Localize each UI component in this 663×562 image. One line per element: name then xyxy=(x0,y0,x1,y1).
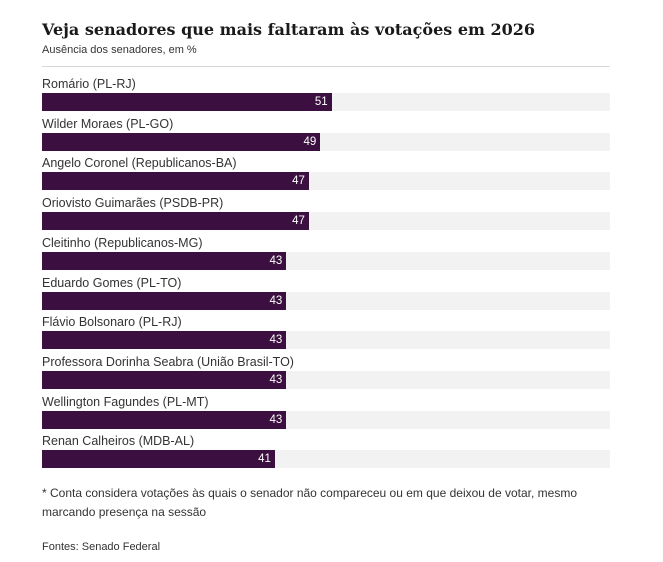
bar-value-label: 43 xyxy=(269,373,283,386)
bar: 43 xyxy=(42,291,287,310)
bar: 43 xyxy=(42,410,287,429)
bar-label: Cleitinho (Republicanos-MG) xyxy=(42,235,203,250)
bar: 43 xyxy=(42,331,287,350)
bar-row: Professora Dorinha Seabra (União Brasil-… xyxy=(42,354,610,390)
bar: 49 xyxy=(42,132,321,151)
bar-value-label: 43 xyxy=(269,294,283,307)
bar-track: 43 xyxy=(42,410,610,429)
bar-track: 43 xyxy=(42,291,610,310)
bar: 41 xyxy=(42,450,275,469)
bar-label: Wellington Fagundes (PL-MT) xyxy=(42,394,209,409)
title-divider xyxy=(42,66,610,67)
bar-label: Angelo Coronel (Republicanos-BA) xyxy=(42,156,237,171)
bar-value-label: 41 xyxy=(258,453,271,466)
bar-value-label: 43 xyxy=(269,334,283,347)
bar-label: Romário (PL-RJ) xyxy=(42,77,136,91)
bar-row: Flávio Bolsonaro (PL-RJ) 43 xyxy=(42,314,610,350)
bar-track: 47 xyxy=(42,212,610,231)
bar-label: Wilder Moraes (PL-GO) xyxy=(42,116,174,131)
bar-track: 47 xyxy=(42,172,610,191)
footnote: * Conta considera votações às quais o se… xyxy=(42,486,577,519)
bar-value-label: 51 xyxy=(314,96,328,108)
bar: 51 xyxy=(42,93,332,111)
bar-track: 41 xyxy=(42,450,610,469)
bar-label: Renan Calheiros (MDB-AL) xyxy=(42,434,195,449)
bar-label: Professora Dorinha Seabra (União Brasil-… xyxy=(42,354,294,369)
bar-row: Renan Calheiros (MDB-AL) 41 xyxy=(42,433,610,469)
bar: 47 xyxy=(42,212,309,231)
bar-track: 49 xyxy=(42,132,610,151)
bar-value-label: 43 xyxy=(269,254,283,267)
bar-row: Angelo Coronel (Republicanos-BA) 47 xyxy=(42,155,610,191)
bar: 43 xyxy=(42,251,287,270)
bar-row: Eduardo Gomes (PL-TO) 43 xyxy=(42,275,610,311)
bar-row: Wellington Fagundes (PL-MT) 43 xyxy=(42,394,610,430)
bar-label: Oriovisto Guimarães (PSDB-PR) xyxy=(42,196,224,211)
bar-value-label: 49 xyxy=(303,135,317,148)
source-note: Fontes: Senado Federal xyxy=(42,541,161,553)
bar-value-label: 47 xyxy=(292,215,305,228)
bar: 47 xyxy=(42,172,309,191)
chart-title: Veja senadores que mais faltaram às vota… xyxy=(42,20,536,39)
bar-track: 43 xyxy=(42,331,610,350)
bar-track: 43 xyxy=(42,370,610,389)
bar: 43 xyxy=(42,370,287,389)
bar-row: Oriovisto Guimarães (PSDB-PR) 47 xyxy=(42,195,610,231)
chart-subtitle: Ausência dos senadores, em % xyxy=(42,44,197,56)
bar-row: Cleitinho (Republicanos-MG) 43 xyxy=(42,235,610,271)
bar-label: Flávio Bolsonaro (PL-RJ) xyxy=(42,315,182,330)
bar-row: Romário (PL-RJ) 51 xyxy=(42,76,610,112)
bar-value-label: 47 xyxy=(292,175,305,188)
bar-track: 43 xyxy=(42,251,610,270)
bar-track: 51 xyxy=(42,93,610,111)
bar-value-label: 43 xyxy=(269,413,283,426)
bar-label: Eduardo Gomes (PL-TO) xyxy=(42,275,182,290)
bar-row: Wilder Moraes (PL-GO) 49 xyxy=(42,116,610,152)
